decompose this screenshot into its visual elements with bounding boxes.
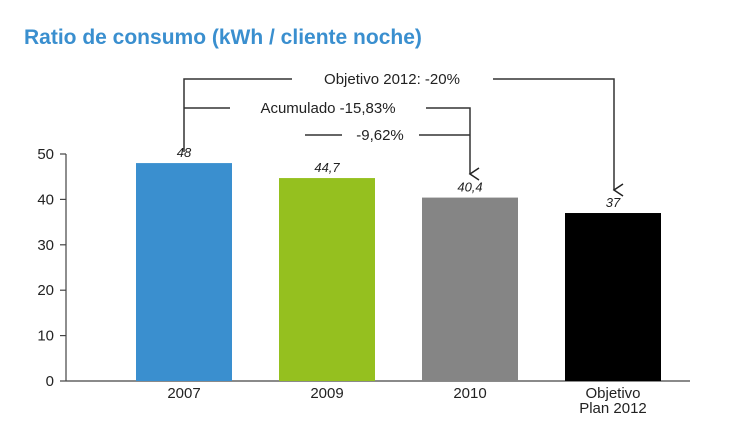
x-category-label: 2010 — [453, 385, 486, 402]
x-category-label: 2007 — [167, 385, 200, 402]
bars-group: 48 44,7 40,4 37 — [136, 145, 661, 381]
bar-2007 — [136, 163, 232, 381]
annotation-acumulado-label: Acumulado -15,83% — [260, 100, 395, 117]
bar-value-label: 44,7 — [314, 160, 340, 175]
y-tick-label: 20 — [37, 282, 54, 299]
y-tick-label: 10 — [37, 328, 54, 345]
y-tick-label: 30 — [37, 237, 54, 254]
annotation-objetivo-line-left — [183, 78, 292, 152]
annotation-parcial: -9,62% — [305, 127, 470, 144]
bar-value-label: 40,4 — [457, 180, 482, 195]
x-category-label: Objetivo — [585, 385, 640, 402]
y-axis-ticks: 0 10 20 30 40 50 — [37, 146, 66, 390]
annotation-acumulado: Acumulado -15,83% — [184, 100, 480, 181]
annotation-objetivo: Objetivo 2012: -20% — [183, 71, 624, 197]
annotation-acumulado-arrow — [426, 107, 480, 181]
y-tick-label: 40 — [37, 191, 54, 208]
bar-2010 — [422, 197, 518, 381]
annotation-objetivo-label: Objetivo 2012: -20% — [324, 71, 460, 88]
bar-value-label: 37 — [606, 195, 621, 210]
chart-title: Ratio de consumo (kWh / cliente noche) — [24, 26, 422, 49]
bar-value-label: 48 — [177, 145, 192, 160]
annotation-parcial-label: -9,62% — [356, 127, 404, 144]
y-tick-label: 50 — [37, 146, 54, 163]
x-category-label: Plan 2012 — [579, 400, 647, 417]
bar-2009 — [279, 178, 375, 381]
x-category-label: 2009 — [310, 385, 343, 402]
annotation-objetivo-arrow — [493, 78, 624, 197]
bar-objetivo-plan-2012 — [565, 213, 661, 381]
y-tick-label: 0 — [46, 373, 54, 390]
